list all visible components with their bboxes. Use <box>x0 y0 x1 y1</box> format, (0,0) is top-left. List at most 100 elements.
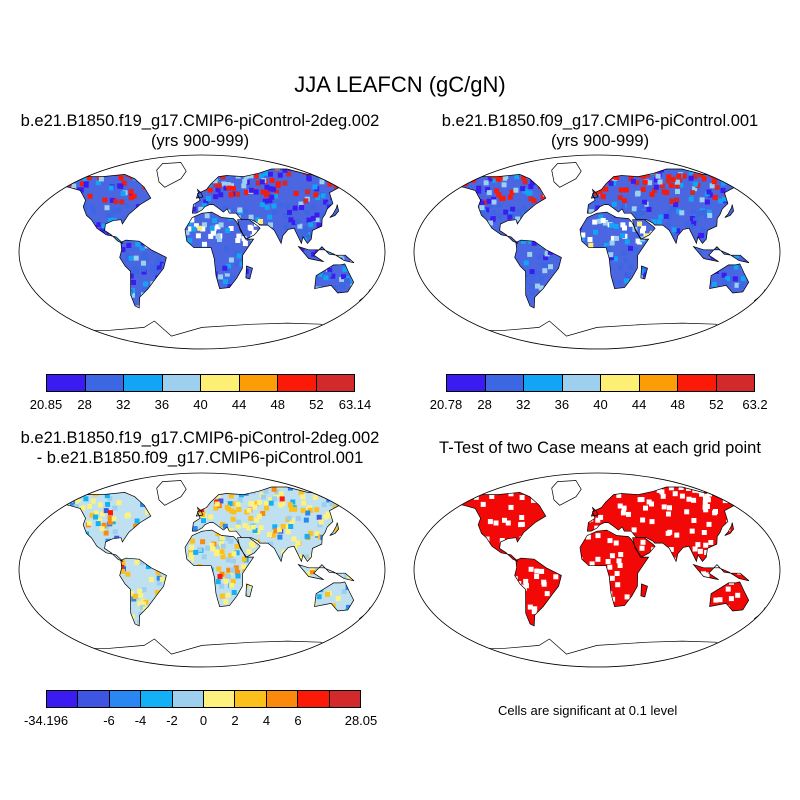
grid-cell <box>646 302 652 308</box>
grid-cell <box>651 557 657 563</box>
grid-cell <box>159 576 165 582</box>
grid-cell <box>636 207 642 213</box>
grid-cell <box>307 232 313 237</box>
grid-cell <box>51 199 56 204</box>
grid-cell <box>329 501 335 507</box>
grid-cell <box>335 596 341 602</box>
grid-cell <box>188 226 194 232</box>
coastline-sa <box>514 239 562 309</box>
grid-cell <box>246 620 251 626</box>
grid-cell <box>179 297 185 303</box>
grid-cell <box>667 208 673 214</box>
grid-cell <box>147 527 153 533</box>
grid-cell <box>229 582 235 588</box>
grid-cell <box>155 243 161 249</box>
grid-cell <box>71 218 77 224</box>
grid-cell <box>145 509 151 515</box>
grid-cell <box>316 514 322 520</box>
grid-cell <box>114 541 120 547</box>
coastline-gl <box>551 162 582 188</box>
grid-cell <box>99 228 105 233</box>
grid-cell <box>268 186 274 192</box>
grid-cell <box>93 622 98 626</box>
grid-cell <box>169 279 175 284</box>
grid-cell <box>300 507 306 513</box>
grid-cell <box>362 243 368 249</box>
grid-cell <box>155 570 161 575</box>
grid-cell <box>341 296 347 302</box>
grid-cell <box>606 596 612 602</box>
grid-cell <box>744 218 749 224</box>
grid-cell <box>701 530 707 535</box>
grid-cell <box>67 536 73 542</box>
grid-cell <box>191 596 197 601</box>
grid-cell <box>506 169 512 173</box>
grid-cell <box>721 235 727 241</box>
grid-cell <box>146 543 152 549</box>
grid-cell <box>83 182 89 188</box>
grid-cell <box>529 283 534 289</box>
coastline-an <box>450 638 744 667</box>
grid-cell <box>234 250 240 256</box>
grid-cell <box>560 246 566 252</box>
grid-cell <box>460 286 466 292</box>
grid-cell <box>470 203 476 209</box>
grid-cell <box>279 575 285 580</box>
grid-cell <box>75 280 81 286</box>
grid-cell <box>216 183 222 189</box>
grid-cell <box>78 301 84 307</box>
grid-cell <box>453 584 458 590</box>
grid-cell <box>605 559 611 564</box>
grid-cell <box>693 181 698 187</box>
grid-cell <box>477 572 483 578</box>
grid-cell <box>502 287 508 293</box>
grid-cell <box>211 524 217 530</box>
grid-cell <box>655 173 661 179</box>
grid-cell <box>161 272 167 278</box>
grid-cell <box>130 292 135 298</box>
grid-cell <box>233 169 239 175</box>
grid-cell <box>462 240 468 246</box>
grid-cell <box>270 532 276 538</box>
grid-cell <box>457 610 463 615</box>
map-panel-4 <box>413 472 781 668</box>
grid-cell <box>305 234 311 240</box>
grid-cell <box>674 183 680 188</box>
grid-cell <box>276 561 282 567</box>
grid-cell <box>105 271 111 277</box>
grid-cell <box>243 174 249 180</box>
grid-cell <box>654 255 660 261</box>
grid-cell <box>131 551 137 557</box>
grid-cell <box>242 178 248 184</box>
grid-cell <box>241 556 247 562</box>
grid-cell <box>372 270 375 276</box>
grid-cell <box>509 612 515 618</box>
grid-cell <box>248 214 254 220</box>
grid-cell <box>493 305 499 308</box>
grid-cell <box>550 279 556 284</box>
grid-cell <box>318 271 324 277</box>
grid-cell <box>176 612 182 618</box>
grid-cell <box>452 519 457 525</box>
grid-cell <box>78 481 83 486</box>
grid-cell <box>335 517 341 523</box>
grid-cell <box>61 302 67 308</box>
grid-cell <box>183 504 189 510</box>
grid-cell <box>339 538 345 544</box>
grid-cell <box>642 199 647 205</box>
grid-cell <box>43 217 48 222</box>
grid-cell <box>732 487 737 491</box>
grid-cell <box>648 567 654 573</box>
grid-cell <box>648 301 654 307</box>
grid-cell <box>293 622 299 626</box>
grid-cell <box>640 266 646 272</box>
grid-cell <box>57 503 59 509</box>
grid-cell <box>678 182 684 188</box>
grid-cell <box>550 291 556 297</box>
grid-cell <box>277 172 283 178</box>
grid-cell <box>552 601 558 607</box>
grid-cell <box>673 202 679 208</box>
grid-cell <box>204 598 210 604</box>
grid-cell <box>340 542 346 548</box>
grid-cell <box>198 584 204 590</box>
